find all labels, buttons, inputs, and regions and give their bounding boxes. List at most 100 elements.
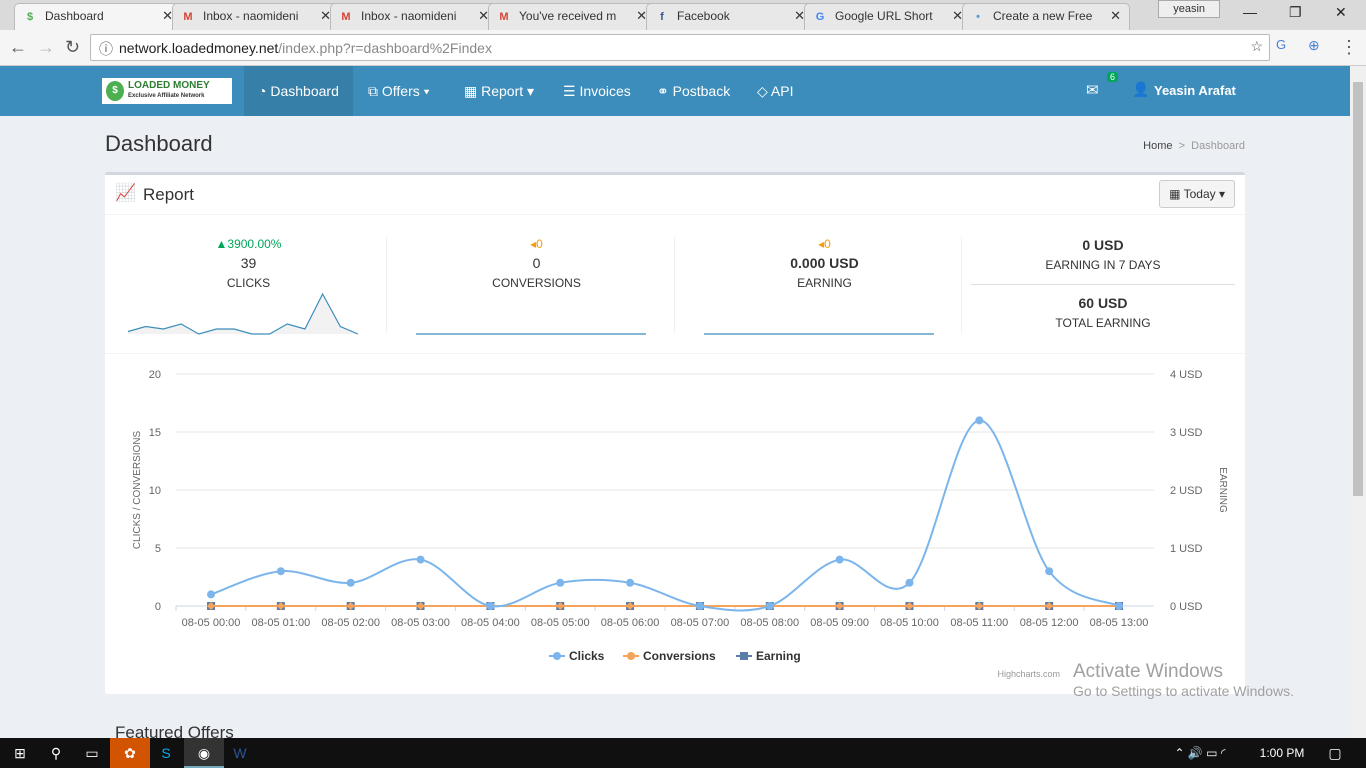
breadcrumb-home[interactable]: Home (1143, 140, 1173, 152)
x-tick-label: 08-05 06:00 (601, 617, 660, 629)
data-point (765, 602, 774, 610)
word-icon[interactable]: W (233, 745, 247, 761)
data-point (975, 602, 984, 610)
address-bar-row: ← → ↻ ⓘ network.loadedmoney.net/index.php… (0, 30, 1366, 66)
x-tick-label: 08-05 09:00 (810, 617, 869, 629)
stat-earning: ◂0 0.000 USD EARNING (681, 237, 968, 335)
url-path: /index.php?r=dashboard%2Findex (278, 40, 492, 56)
data-point (556, 602, 565, 610)
y-tick-label: 10 (149, 485, 161, 497)
reload-icon[interactable]: ↻ (65, 37, 81, 57)
minimize-button[interactable]: — (1243, 4, 1257, 20)
forward-icon[interactable]: → (37, 37, 55, 57)
legend-item-clicks[interactable]: Clicks (569, 649, 605, 663)
menu-icon[interactable]: ⋮ (1340, 37, 1358, 57)
report-chart: 0 0 USD 5 1 USD 10 2 USD 15 3 USD 20 4 USD 08-05 0… (132, 369, 1228, 679)
data-point (905, 578, 914, 587)
uc-browser-icon[interactable]: ✿ (110, 738, 150, 768)
close-tab-icon[interactable]: ✕ (162, 8, 173, 23)
content: Dashboard Home > Dashboard 📈 Report ▦ Tod… (0, 116, 1350, 738)
nav-item[interactable]: ◔ Dashboard (244, 66, 353, 116)
browser-tab-strip: $ Dashboard ✕ M Inbox - naomideni ✕ M Inbox - n… (0, 0, 1366, 30)
tab-title: Create a new Free (993, 9, 1093, 23)
breadcrumb: Home > Dashboard (1143, 140, 1245, 152)
data-point (1045, 567, 1054, 576)
chart-credit: Highcharts.com (997, 669, 1060, 679)
date-range-button[interactable]: ▦ Today ▾ (1159, 180, 1235, 208)
gmail-icon: M (341, 11, 351, 23)
start-icon[interactable]: ⊞ (14, 745, 26, 761)
nav-item[interactable]: ◇ API (757, 83, 794, 99)
skype-icon[interactable]: S (161, 745, 171, 761)
nav-item[interactable]: ☰ Invoices (563, 83, 631, 99)
close-tab-icon[interactable]: ✕ (794, 8, 805, 23)
extension-icon[interactable]: ⊕ (1308, 37, 1320, 53)
page-scrollbar[interactable] (1350, 66, 1366, 738)
close-tab-icon[interactable]: ✕ (952, 8, 963, 23)
legend-item-conversions[interactable]: Conversions (643, 649, 716, 663)
x-tick-label: 08-05 01:00 (251, 617, 310, 629)
nav-item[interactable]: ⧉ Offers ▾ (368, 83, 430, 99)
profile-button[interactable]: yeasin (1158, 0, 1220, 18)
logo[interactable]: $ LOADED MONEY Exclusive Affiliate Network (102, 78, 232, 104)
restore-button[interactable]: ❐ (1289, 4, 1302, 20)
postback-icon: ⚭ (657, 83, 669, 99)
user-icon: 👤 (1132, 81, 1150, 97)
data-point (276, 567, 285, 576)
api-icon: ◇ (757, 83, 768, 99)
search-icon[interactable]: ⚲ (50, 745, 62, 761)
browser-tab[interactable]: M Inbox - naomideni ✕ (172, 3, 340, 30)
browser-tab[interactable]: M You've received m ✕ (488, 3, 656, 30)
x-tick-label: 08-05 02:00 (321, 617, 380, 629)
data-point (416, 602, 425, 610)
x-tick-label: 08-05 04:00 (461, 617, 520, 629)
close-tab-icon[interactable]: ✕ (478, 8, 489, 23)
bookmark-star-icon[interactable]: ☆ (1250, 38, 1263, 54)
browser-tab[interactable]: f Facebook ✕ (646, 3, 814, 30)
data-point (975, 416, 984, 425)
x-tick-label: 08-05 03:00 (391, 617, 450, 629)
x-tick-label: 08-05 10:00 (880, 617, 939, 629)
y-tick-label: 5 (155, 543, 161, 555)
task-view-icon[interactable]: ▭ (85, 745, 99, 761)
data-point (626, 578, 635, 587)
back-icon[interactable]: ← (9, 37, 27, 57)
clock[interactable]: 1:00 PM (1259, 746, 1305, 760)
data-point (207, 590, 215, 599)
browser-tab[interactable]: $ Dashboard ✕ (14, 3, 182, 30)
tray-icons[interactable]: ⌃ 🔊 ▭ ◜ (1174, 746, 1226, 760)
user-menu[interactable]: Yeasin Arafat (1154, 83, 1236, 98)
legend-marker (740, 652, 748, 660)
legend-item-earning[interactable]: Earning (756, 649, 801, 663)
google-icon: G (815, 11, 825, 23)
gmail-icon: M (499, 11, 509, 23)
tab-title: Inbox - naomideni (203, 9, 299, 23)
url-input[interactable]: ⓘ network.loadedmoney.net/index.php?r=das… (90, 34, 1270, 61)
close-tab-icon[interactable]: ✕ (1110, 8, 1121, 23)
close-window-button[interactable]: ✕ (1335, 4, 1347, 20)
chrome-icon[interactable]: ◉ (184, 738, 224, 768)
breadcrumb-current: Dashboard (1191, 140, 1245, 152)
total-earning-label: TOTAL EARNING (1055, 316, 1151, 330)
close-tab-icon[interactable]: ✕ (636, 8, 647, 23)
nav-item[interactable]: ⚭ Postback (657, 83, 731, 99)
tab-title: Dashboard (45, 9, 104, 23)
x-tick-label: 08-05 08:00 (740, 617, 799, 629)
loadedmoney-icon: $ (26, 11, 34, 23)
mail-icon[interactable]: ✉ (1086, 82, 1099, 99)
nav-item[interactable]: ▦ Report ▾ (464, 83, 535, 99)
x-tick-label: 08-05 00:00 (182, 617, 241, 629)
featured-offers-heading: Featured Offers (115, 723, 234, 738)
gmail-icon: M (183, 11, 193, 23)
activate-windows-watermark: Activate Windows Go to Settings to activa… (1073, 661, 1294, 699)
browser-tab[interactable]: M Inbox - naomideni ✕ (330, 3, 498, 30)
close-tab-icon[interactable]: ✕ (320, 8, 331, 23)
browser-tab[interactable]: G Google URL Short ✕ (804, 3, 972, 30)
line-chart-icon: 📈 (115, 183, 137, 202)
x-tick-label: 08-05 12:00 (1020, 617, 1079, 629)
notifications-icon[interactable]: ▢ (1328, 745, 1342, 761)
translate-icon[interactable]: G (1276, 37, 1287, 52)
browser-tab[interactable]: • Create a new Free ✕ (962, 3, 1130, 30)
y2-tick-label: 4 USD (1170, 369, 1202, 381)
calendar-icon: ▦ (1169, 187, 1181, 201)
